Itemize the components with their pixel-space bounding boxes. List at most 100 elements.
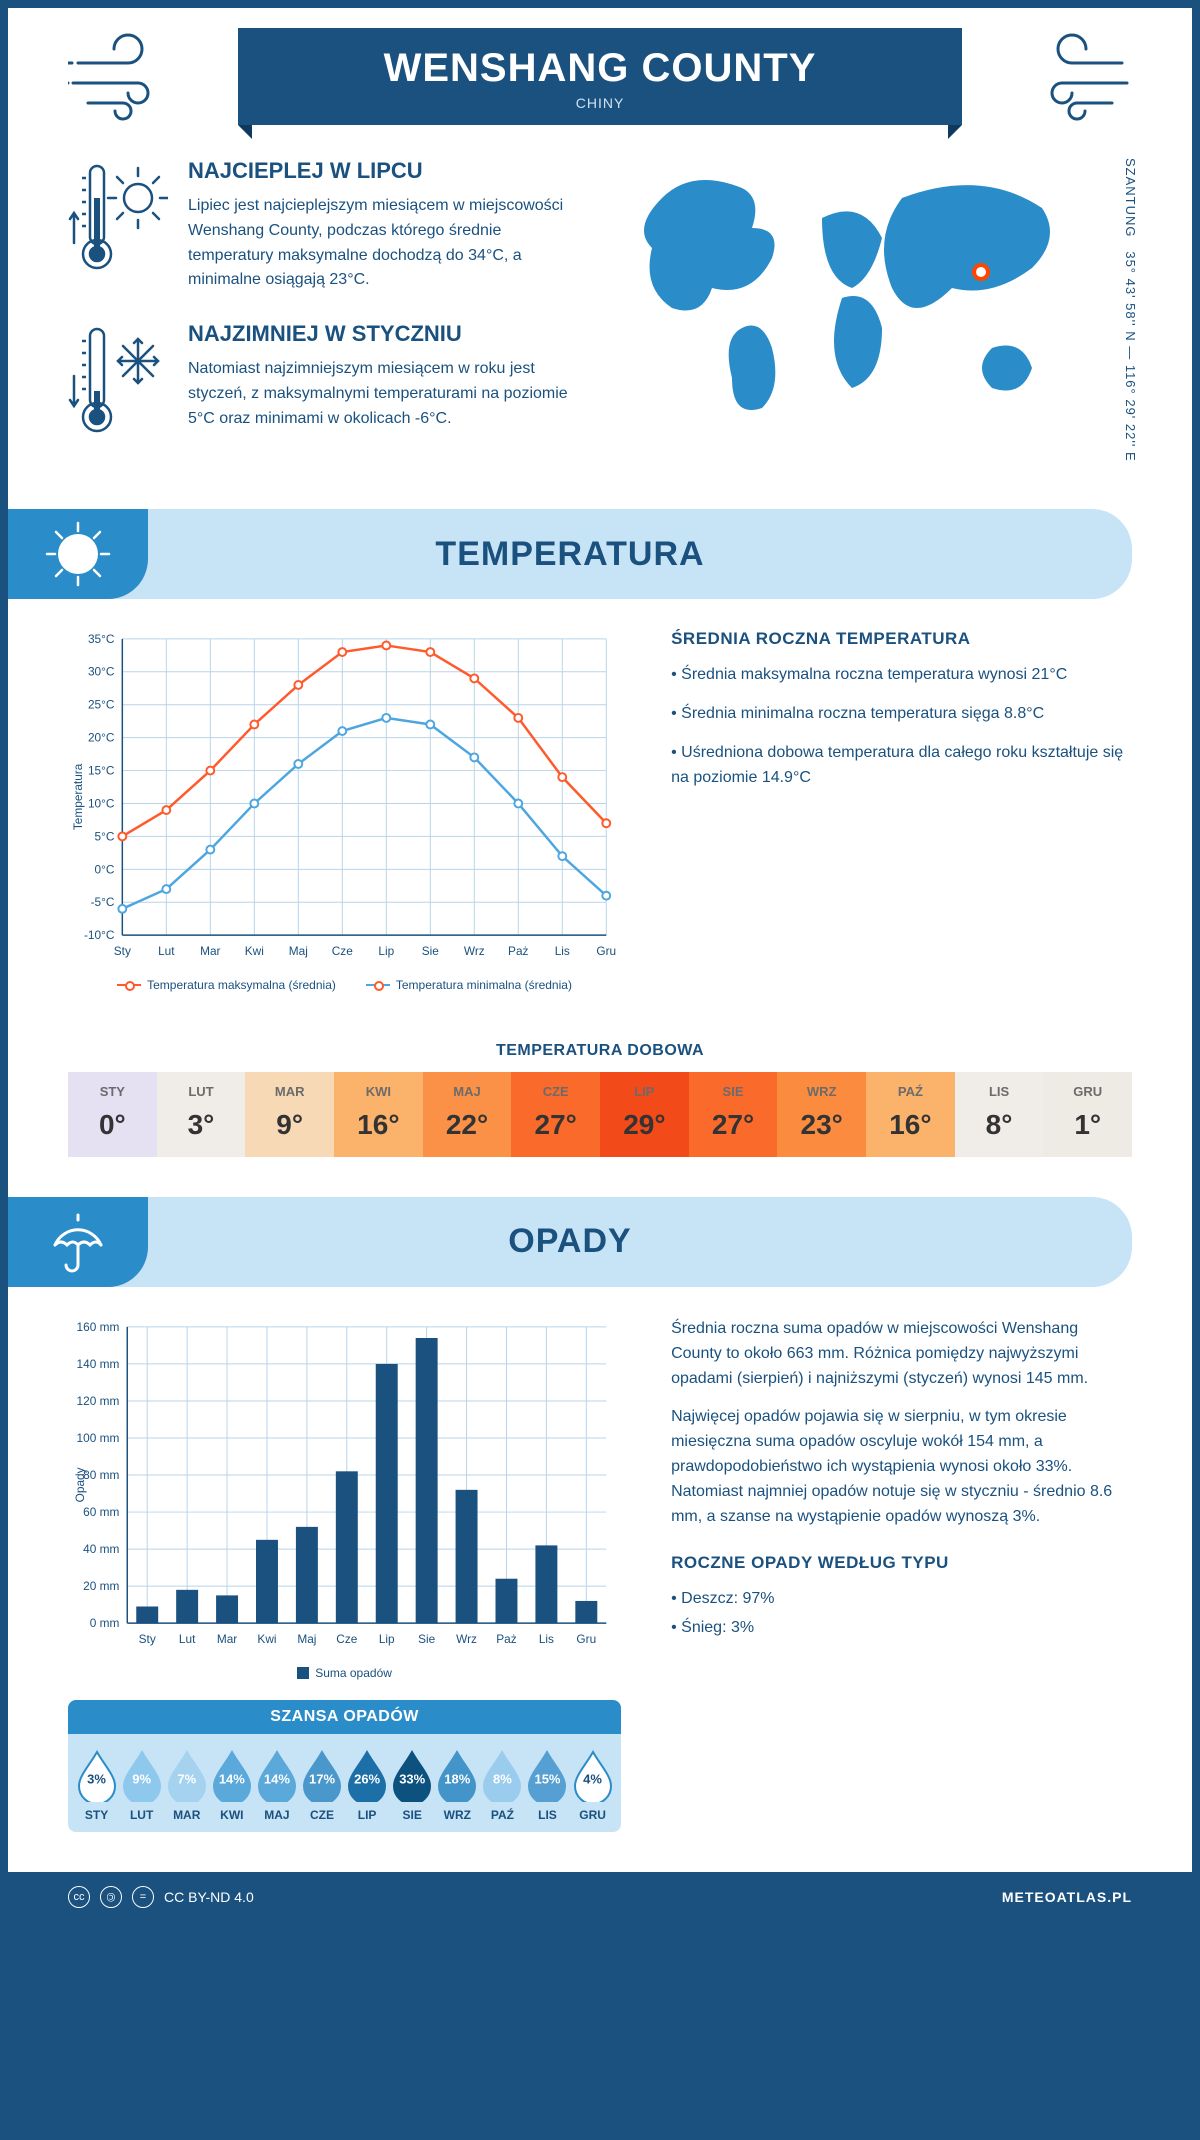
daily-month: LIS: [955, 1084, 1044, 1099]
world-map-box: SZANTUNG 35° 43' 58'' N — 116° 29' 22'' …: [612, 158, 1132, 469]
cold-body: Natomiast najzimniejszym miesiącem w rok…: [188, 357, 572, 431]
daily-temp-title: TEMPERATURA DOBOWA: [8, 1042, 1192, 1060]
daily-month: PAŹ: [866, 1084, 955, 1099]
precipitation-chart-row: 0 mm20 mm40 mm60 mm80 mm100 mm120 mm140 …: [8, 1317, 1192, 1872]
svg-text:Sie: Sie: [422, 944, 440, 958]
svg-text:Gru: Gru: [596, 944, 616, 958]
svg-text:Gru: Gru: [576, 1632, 596, 1646]
raindrop-icon: 14%: [255, 1748, 299, 1802]
daily-value: 22°: [423, 1109, 512, 1141]
svg-text:5°C: 5°C: [95, 830, 115, 844]
header: WENSHANG COUNTY CHINY: [8, 8, 1192, 138]
temp-side-item: • Średnia minimalna roczna temperatura s…: [671, 702, 1132, 727]
daily-month: WRZ: [777, 1084, 866, 1099]
temp-side-title: ŚREDNIA ROCZNA TEMPERATURA: [671, 629, 1132, 649]
drop-month: WRZ: [435, 1808, 480, 1822]
svg-text:Temperatura: Temperatura: [71, 763, 85, 830]
temperature-chart: -10°C-5°C0°C5°C10°C15°C20°C25°C30°C35°CS…: [68, 629, 621, 992]
daily-cell: LUT 3°: [157, 1072, 246, 1157]
drop-month: LIP: [345, 1808, 390, 1822]
raindrop-icon: 4%: [571, 1748, 615, 1802]
legend-precip: Suma opadów: [315, 1666, 392, 1680]
license-text: CC BY-ND 4.0: [164, 1889, 254, 1905]
daily-temp-strip: STY0°LUT3°MAR9°KWI16°MAJ22°CZE27°LIP29°S…: [68, 1072, 1132, 1157]
temperature-chart-row: -10°C-5°C0°C5°C10°C15°C20°C25°C30°C35°CS…: [8, 629, 1192, 1022]
daily-value: 23°: [777, 1109, 866, 1141]
nd-icon: =: [132, 1886, 154, 1908]
legend-min: Temperatura minimalna (średnia): [396, 978, 572, 992]
svg-text:0 mm: 0 mm: [90, 1616, 120, 1630]
daily-value: 0°: [68, 1109, 157, 1141]
svg-text:Opady: Opady: [73, 1467, 87, 1502]
drop-month: LUT: [119, 1808, 164, 1822]
drop-cell: 33%SIE: [390, 1748, 435, 1822]
svg-text:40 mm: 40 mm: [83, 1542, 119, 1556]
legend-max: Temperatura maksymalna (średnia): [147, 978, 336, 992]
daily-value: 27°: [689, 1109, 778, 1141]
drop-month: STY: [74, 1808, 119, 1822]
drop-cell: 14% MAJ: [254, 1748, 299, 1822]
drop-pct: 3%: [87, 1772, 106, 1787]
raindrop-icon: 18%: [435, 1748, 479, 1802]
wind-icon-right: [982, 28, 1132, 128]
svg-text:Paż: Paż: [496, 1632, 516, 1646]
drop-cell: 3% STY: [74, 1748, 119, 1822]
cold-block: NAJZIMNIEJ W STYCZNIU Natomiast najzimni…: [68, 321, 572, 441]
raindrop-icon: 15%: [525, 1748, 569, 1802]
drop-pct: 33%: [399, 1772, 425, 1787]
drop-month: GRU: [570, 1808, 615, 1822]
drop-pct: 17%: [309, 1772, 335, 1787]
umbrella-icon: [8, 1197, 148, 1287]
drop-cell: 17%CZE: [299, 1748, 344, 1822]
temp-legend: .lg-line:nth-child(1)::after{border-colo…: [68, 978, 621, 992]
by-type-item: • Deszcz: 97%: [671, 1587, 1132, 1612]
svg-text:Wrz: Wrz: [456, 1632, 477, 1646]
drop-pct: 14%: [219, 1772, 245, 1787]
drop-month: MAJ: [254, 1808, 299, 1822]
daily-month: STY: [68, 1084, 157, 1099]
thermometer-hot-icon: [68, 158, 168, 278]
temp-side-item: • Uśredniona dobowa temperatura dla całe…: [671, 741, 1132, 791]
svg-text:20°C: 20°C: [88, 731, 115, 745]
daily-value: 29°: [600, 1109, 689, 1141]
drop-cell: 9%LUT: [119, 1748, 164, 1822]
daily-month: GRU: [1043, 1084, 1132, 1099]
drop-cell: 15%LIS: [525, 1748, 570, 1822]
daily-month: LUT: [157, 1084, 246, 1099]
raindrop-icon: 33%: [390, 1748, 434, 1802]
svg-text:Lip: Lip: [379, 1632, 395, 1646]
svg-text:120 mm: 120 mm: [77, 1394, 120, 1408]
svg-text:140 mm: 140 mm: [77, 1357, 120, 1371]
precipitation-banner: OPADY: [8, 1197, 1132, 1287]
precipitation-title: OPADY: [148, 1222, 1132, 1261]
svg-text:Sty: Sty: [114, 944, 131, 958]
svg-text:Lis: Lis: [539, 1632, 554, 1646]
svg-text:Mar: Mar: [200, 944, 220, 958]
drop-pct: 14%: [264, 1772, 290, 1787]
by-type-item: • Śnieg: 3%: [671, 1616, 1132, 1641]
thermometer-cold-icon: [68, 321, 168, 441]
svg-text:-5°C: -5°C: [91, 895, 115, 909]
hot-body: Lipiec jest najcieplejszym miesiącem w m…: [188, 194, 572, 293]
coords-label: 35° 43' 58'' N — 116° 29' 22'' E: [1123, 251, 1138, 461]
region-label: SZANTUNG: [1123, 158, 1138, 238]
drop-cell: 8%PAŹ: [480, 1748, 525, 1822]
raindrop-icon: 14%: [210, 1748, 254, 1802]
svg-text:Lut: Lut: [179, 1632, 196, 1646]
daily-cell: LIS8°: [955, 1072, 1044, 1157]
raindrop-icon: 26%: [345, 1748, 389, 1802]
daily-value: 3°: [157, 1109, 246, 1141]
svg-text:35°C: 35°C: [88, 632, 115, 646]
drop-pct: 18%: [444, 1772, 470, 1787]
daily-cell: KWI16°: [334, 1072, 423, 1157]
drop-cell: 18% WRZ: [435, 1748, 480, 1822]
precipitation-side: Średnia roczna suma opadów w miejscowośc…: [671, 1317, 1132, 1842]
svg-text:Paż: Paż: [508, 944, 528, 958]
svg-text:Sie: Sie: [418, 1632, 436, 1646]
svg-text:Maj: Maj: [297, 1632, 316, 1646]
daily-cell: WRZ 23°: [777, 1072, 866, 1157]
by-type-title: ROCZNE OPADY WEDŁUG TYPU: [671, 1553, 1132, 1573]
hot-block: NAJCIEPLEJ W LIPCU Lipiec jest najcieple…: [68, 158, 572, 293]
svg-text:Cze: Cze: [332, 944, 353, 958]
sun-icon: [8, 509, 148, 599]
